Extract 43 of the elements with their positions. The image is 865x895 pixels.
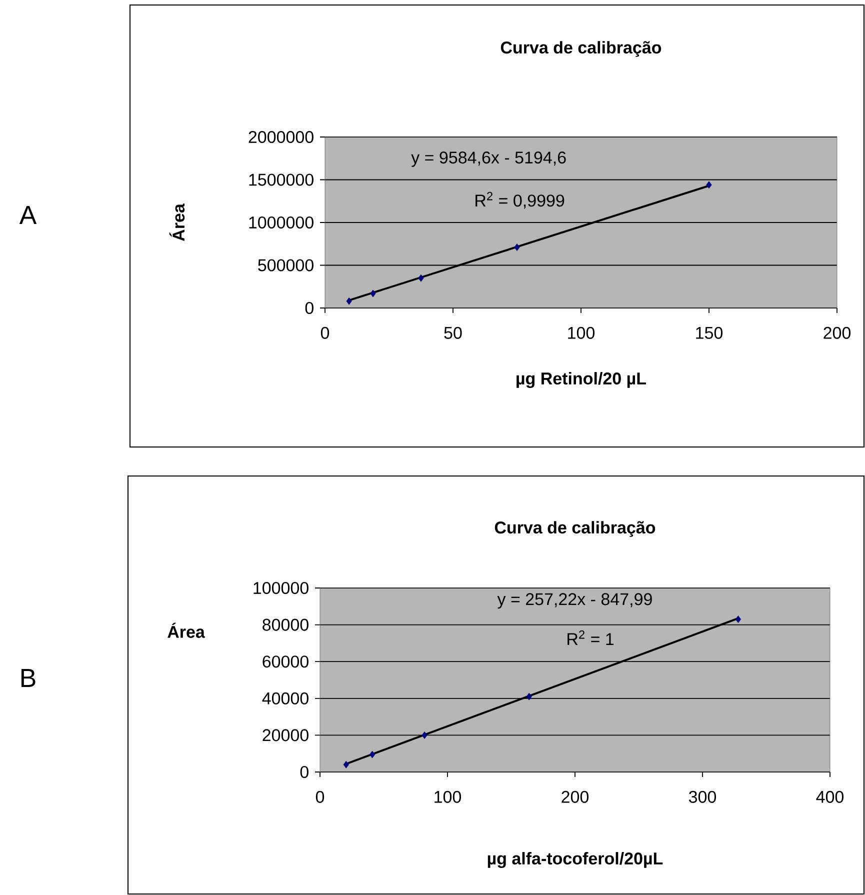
y-tick-label: 60000: [262, 656, 308, 668]
chart-title: Curva de calibração: [500, 41, 662, 57]
x-tick-label: 150: [696, 326, 723, 339]
annotation: y = 9584,6x - 5194,6: [411, 152, 566, 167]
chart-title: Curva de calibração: [494, 521, 656, 537]
text: A: [19, 206, 37, 224]
x-tick-label: 400: [816, 790, 844, 803]
text: B: [21, 669, 36, 687]
point: [514, 244, 520, 251]
x-tick-label: 100: [434, 790, 462, 803]
y-axis-title: Área: [168, 622, 206, 638]
y-tick-label: 0: [300, 766, 308, 778]
y-axis-title: Área: [169, 203, 185, 241]
y-tick-label: 40000: [262, 692, 308, 704]
y-tick-label: 1000000: [249, 216, 314, 229]
x-tick-label: 0: [320, 326, 330, 339]
x-axis-title: µg Retinol/20 µL: [516, 372, 646, 388]
x-tick-label: 200: [562, 790, 589, 803]
annotation: R$^{2}$ = 0,9999: [476, 192, 564, 209]
y-tick-label: 100000: [254, 582, 308, 594]
point: [369, 750, 376, 758]
x-tick-label: 0: [316, 790, 324, 803]
point: [370, 290, 376, 298]
x-tick-label: 50: [444, 326, 462, 339]
point: [526, 692, 532, 700]
point: [418, 274, 424, 282]
y-tick-label: 500000: [258, 259, 314, 272]
x-tick-label: 300: [688, 790, 716, 803]
y-tick-label: 20000: [262, 729, 308, 742]
x-tick-label: 200: [824, 326, 851, 339]
y-tick-label: 80000: [262, 618, 308, 631]
point: [706, 181, 712, 189]
x-axis-title: µg alfa-tocoferol/20µL: [488, 852, 663, 868]
y-tick-label: 0: [305, 302, 314, 314]
annotation: y = 257,22x - 847,99: [497, 593, 652, 609]
x-tick-label: 100: [568, 326, 595, 339]
y-tick-label: 1500000: [249, 174, 314, 186]
annotation: R$^{2}$ = 1: [568, 630, 614, 645]
point: [422, 731, 428, 739]
y-tick-label: 2000000: [248, 130, 314, 144]
point: [343, 760, 349, 768]
point: [346, 297, 352, 305]
point: [735, 616, 742, 623]
